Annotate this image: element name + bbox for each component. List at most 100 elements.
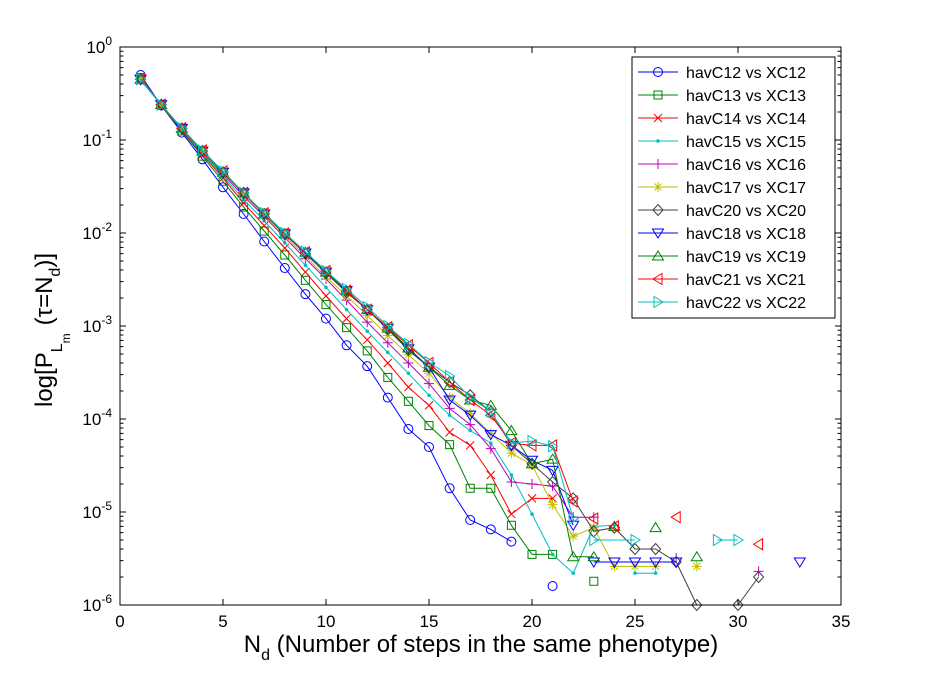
data-point xyxy=(303,263,308,268)
data-point xyxy=(484,399,498,410)
series-line xyxy=(140,78,738,541)
data-point xyxy=(465,483,475,493)
data-point xyxy=(136,72,147,86)
data-point xyxy=(444,392,455,403)
data-point xyxy=(257,208,271,219)
data-point xyxy=(239,198,248,208)
data-point xyxy=(526,439,537,452)
data-point xyxy=(403,337,415,351)
data-point xyxy=(301,267,310,277)
data-point xyxy=(505,424,518,436)
data-point xyxy=(259,221,269,230)
data-point xyxy=(237,186,249,200)
data-point xyxy=(712,533,724,547)
data-point xyxy=(527,494,537,503)
data-point xyxy=(341,340,352,351)
data-point xyxy=(155,98,166,112)
data-point xyxy=(280,250,290,260)
data-point xyxy=(177,121,188,135)
data-point xyxy=(485,524,496,535)
data-point xyxy=(404,382,413,392)
data-point xyxy=(362,361,373,372)
legend-marker xyxy=(653,90,663,100)
axes: 0 5 10 15 20 25 30 35 10-6 10-5 10-4 10-3 10-2 10-1 10… xyxy=(82,34,850,631)
data-point xyxy=(752,537,764,551)
legend-entry: havC15 vs XC15 xyxy=(638,134,806,151)
data-point xyxy=(465,515,476,526)
data-point xyxy=(463,410,477,422)
legend-label: havC14 vs XC14 xyxy=(686,111,806,128)
data-point xyxy=(567,495,578,508)
data-point xyxy=(300,289,311,300)
legend-marker xyxy=(651,250,665,261)
data-point xyxy=(443,379,456,390)
data-point xyxy=(444,483,455,494)
x-tick-label: 30 xyxy=(729,612,748,631)
legend-label: havC15 vs XC15 xyxy=(686,134,806,151)
y-tick-label: 10-2 xyxy=(82,220,112,243)
data-point xyxy=(365,329,370,333)
data-point xyxy=(280,226,291,240)
y-tick-label: 100 xyxy=(86,34,112,57)
data-point xyxy=(299,246,312,257)
data-point xyxy=(342,323,352,333)
data-point xyxy=(342,282,353,296)
data-point xyxy=(527,479,537,490)
data-point xyxy=(238,189,249,200)
data-point xyxy=(424,355,435,369)
data-point xyxy=(279,263,290,274)
series-9 xyxy=(134,73,704,562)
data-point xyxy=(733,533,744,547)
x-tick-label: 25 xyxy=(626,612,645,631)
legend-marker xyxy=(656,139,660,143)
legend-entry: havC16 vs XC16 xyxy=(638,157,806,174)
data-point xyxy=(612,523,617,528)
data-point xyxy=(608,520,621,531)
data-point xyxy=(259,210,270,221)
data-point xyxy=(321,313,331,324)
series-line xyxy=(140,79,656,575)
data-point xyxy=(468,428,473,433)
legend-marker xyxy=(653,182,663,192)
data-point xyxy=(278,227,292,239)
data-point xyxy=(568,512,580,525)
data-point xyxy=(300,275,310,285)
data-point xyxy=(237,188,250,199)
data-point xyxy=(447,413,452,417)
data-point xyxy=(383,372,393,382)
data-point xyxy=(525,457,539,469)
data-point xyxy=(344,307,349,312)
data-point xyxy=(216,166,230,177)
data-point xyxy=(218,168,228,179)
data-point xyxy=(217,164,228,178)
legend-marker xyxy=(653,113,663,123)
data-point xyxy=(506,448,517,459)
legend-marker xyxy=(653,67,663,77)
legend-entry: havC18 vs XC18 xyxy=(638,226,806,243)
data-point xyxy=(546,453,559,464)
data-point xyxy=(196,144,207,157)
data-point xyxy=(550,552,555,557)
data-point xyxy=(175,122,189,133)
series-line xyxy=(141,79,697,566)
data-point xyxy=(484,430,498,441)
legend-label: havC20 vs XC20 xyxy=(686,203,806,220)
legend-entry: havC20 vs XC20 xyxy=(638,203,806,220)
data-point xyxy=(547,581,558,592)
data-point xyxy=(568,531,579,542)
data-point xyxy=(509,473,514,477)
data-point xyxy=(382,392,393,403)
data-point xyxy=(548,549,558,559)
data-point xyxy=(465,408,476,419)
data-point xyxy=(465,441,475,450)
data-point xyxy=(527,434,538,448)
series-line xyxy=(141,79,697,557)
data-point xyxy=(465,391,477,404)
data-point xyxy=(319,266,333,277)
data-point xyxy=(587,557,601,568)
data-point xyxy=(547,499,558,510)
data-point xyxy=(383,319,394,333)
data-point xyxy=(300,245,312,259)
legend-entry: havC13 vs XC13 xyxy=(638,88,806,105)
data-point xyxy=(424,378,434,389)
